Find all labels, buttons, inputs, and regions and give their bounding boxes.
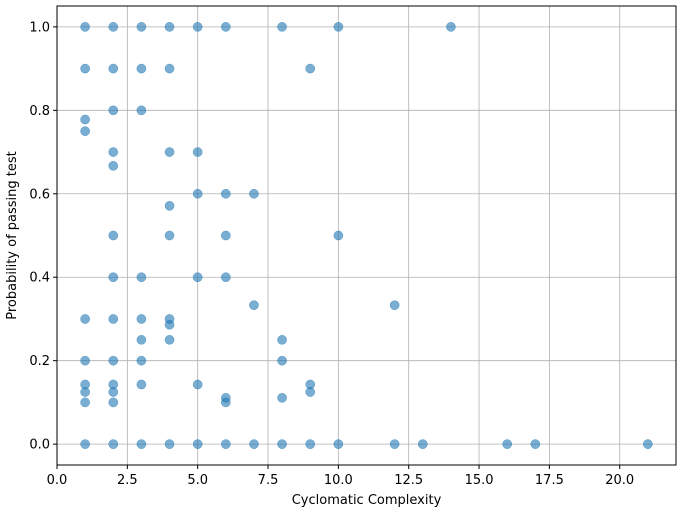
- data-point: [108, 387, 119, 397]
- data-point: [108, 63, 119, 74]
- data-point: [333, 22, 344, 32]
- data-point: [164, 230, 175, 241]
- data-point: [80, 22, 90, 32]
- data-point: [164, 439, 175, 449]
- data-point: [80, 63, 90, 74]
- data-point: [220, 397, 231, 408]
- x-tick-label: 12.5: [394, 473, 423, 488]
- data-point: [108, 147, 119, 157]
- x-tick-label: 0.0: [47, 473, 68, 488]
- data-point: [249, 439, 259, 449]
- y-tick-label: 0.6: [29, 187, 50, 202]
- data-point: [220, 439, 231, 449]
- data-point: [164, 334, 175, 345]
- data-point: [164, 22, 175, 32]
- data-point: [249, 188, 259, 199]
- y-tick-label: 0.0: [29, 438, 50, 453]
- data-point: [220, 22, 231, 32]
- y-tick-label: 1.0: [29, 20, 50, 35]
- data-point: [220, 230, 231, 241]
- data-point: [136, 22, 147, 32]
- x-tick-label: 7.5: [258, 473, 279, 488]
- data-point: [80, 439, 90, 449]
- data-point: [136, 105, 147, 116]
- data-point: [108, 105, 119, 116]
- data-point: [446, 22, 456, 32]
- x-tick-label: 15.0: [465, 473, 494, 488]
- plot-frame: [56, 5, 677, 466]
- data-point: [333, 439, 344, 449]
- data-point: [277, 22, 287, 32]
- x-tick-label: 17.5: [535, 473, 564, 488]
- data-point: [192, 379, 203, 390]
- grid: [56, 6, 676, 465]
- data-point: [643, 439, 653, 449]
- x-axis-label: Cyclomatic Complexity: [292, 493, 442, 508]
- data-point: [305, 439, 316, 449]
- data-point: [305, 387, 316, 397]
- data-point: [136, 314, 147, 324]
- data-point: [80, 355, 90, 366]
- data-point: [220, 188, 231, 199]
- data-point: [164, 201, 175, 211]
- data-point: [80, 387, 90, 397]
- data-point: [305, 63, 316, 74]
- x-tick-label: 10.0: [324, 473, 353, 488]
- data-point: [192, 272, 203, 283]
- data-point: [502, 439, 513, 449]
- data-point: [277, 439, 287, 449]
- data-point: [80, 114, 90, 125]
- data-point: [136, 63, 147, 74]
- y-tick-label: 0.4: [29, 271, 50, 286]
- data-point: [249, 300, 259, 311]
- data-point: [192, 22, 203, 32]
- data-points: [80, 22, 653, 449]
- data-point: [136, 355, 147, 366]
- x-tick-label: 2.5: [117, 473, 138, 488]
- data-point: [108, 439, 119, 449]
- data-point: [164, 147, 175, 157]
- data-point: [164, 319, 175, 330]
- data-point: [108, 230, 119, 241]
- data-point: [530, 439, 541, 449]
- data-point: [108, 397, 119, 408]
- data-point: [192, 188, 203, 199]
- data-point: [136, 379, 147, 390]
- data-point: [136, 334, 147, 345]
- data-point: [333, 230, 344, 241]
- data-point: [80, 397, 90, 408]
- data-point: [417, 439, 428, 449]
- data-point: [389, 300, 400, 311]
- data-point: [192, 147, 203, 157]
- x-axis-ticks: 0.0 2.5 5.0 7.5 10.0 12.5 15.0 17.5 20.0: [47, 465, 634, 488]
- data-point: [136, 439, 147, 449]
- data-point: [80, 314, 90, 324]
- y-tick-label: 0.2: [29, 354, 50, 369]
- x-tick-label: 5.0: [187, 473, 208, 488]
- data-point: [277, 392, 287, 403]
- data-point: [164, 63, 175, 74]
- x-tick-label: 20.0: [605, 473, 634, 488]
- data-point: [80, 126, 90, 137]
- data-point: [108, 272, 119, 283]
- y-axis-ticks: 0.0 0.2 0.4 0.6 0.8 1.0: [29, 20, 57, 453]
- data-point: [389, 439, 400, 449]
- data-point: [192, 439, 203, 449]
- data-point: [108, 355, 119, 366]
- data-point: [108, 314, 119, 324]
- y-axis-label: Probability of passing test: [5, 151, 20, 319]
- data-point: [108, 160, 119, 171]
- data-point: [277, 355, 287, 366]
- y-tick-label: 0.8: [29, 104, 50, 119]
- data-point: [220, 272, 231, 283]
- data-point: [277, 334, 287, 345]
- data-point: [108, 22, 119, 32]
- data-point: [136, 272, 147, 283]
